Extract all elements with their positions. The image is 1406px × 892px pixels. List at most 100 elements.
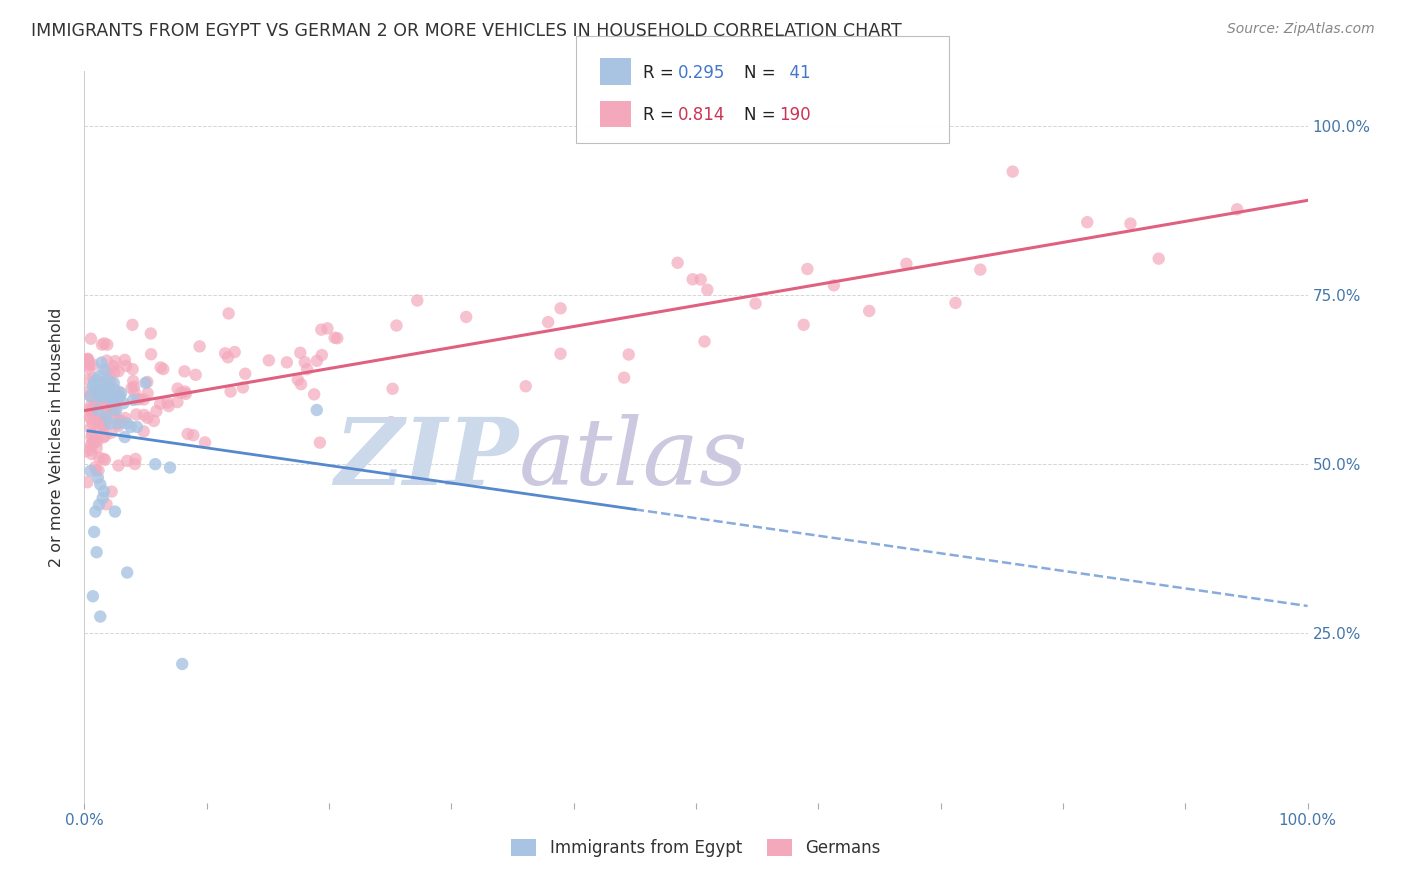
Point <box>108 389 131 403</box>
Point <box>132 425 155 439</box>
Point <box>79 389 101 403</box>
Point <box>79 421 101 435</box>
Point <box>290 377 312 392</box>
Point <box>79 464 101 478</box>
Point <box>152 362 174 376</box>
Point <box>91 418 114 433</box>
Point <box>945 296 967 310</box>
Point <box>122 374 145 388</box>
Point <box>82 403 104 417</box>
Point <box>93 451 115 466</box>
Point <box>83 434 105 449</box>
Point <box>82 379 104 393</box>
Point <box>112 396 135 410</box>
Point <box>96 395 118 409</box>
Point <box>100 402 122 417</box>
Point <box>214 346 236 360</box>
Point <box>194 435 217 450</box>
Point <box>98 377 121 392</box>
Point <box>76 351 98 366</box>
Text: 41: 41 <box>779 63 810 82</box>
Point <box>98 375 121 389</box>
Point <box>550 347 572 361</box>
Point <box>124 384 146 399</box>
Point <box>224 345 246 359</box>
Point <box>104 383 127 397</box>
Point <box>98 370 121 384</box>
Point <box>77 356 100 370</box>
Point <box>101 396 124 410</box>
Point <box>97 395 120 409</box>
Point <box>122 380 145 394</box>
Point <box>896 257 918 271</box>
Point <box>80 406 103 420</box>
Point <box>97 386 120 401</box>
Point <box>93 419 115 434</box>
Point <box>86 434 108 449</box>
Point <box>108 390 131 404</box>
Point <box>174 387 197 401</box>
Point <box>305 354 328 368</box>
Point <box>96 409 118 424</box>
Point <box>125 392 148 407</box>
Point <box>115 566 138 580</box>
Point <box>82 589 104 603</box>
Point <box>77 353 100 368</box>
Point <box>219 384 242 399</box>
Point <box>276 355 298 369</box>
Point <box>232 380 254 394</box>
Point <box>79 359 101 373</box>
Point <box>121 381 143 395</box>
Point <box>689 272 711 286</box>
Point <box>107 458 129 473</box>
Text: 0.814: 0.814 <box>678 106 725 124</box>
Point <box>101 402 124 417</box>
Point <box>380 415 402 429</box>
Text: IMMIGRANTS FROM EGYPT VS GERMAN 2 OR MORE VEHICLES IN HOUSEHOLD CORRELATION CHAR: IMMIGRANTS FROM EGYPT VS GERMAN 2 OR MOR… <box>31 22 901 40</box>
Point <box>121 362 143 376</box>
Point <box>93 417 115 432</box>
Point <box>80 399 103 413</box>
Point <box>114 411 136 425</box>
Point <box>311 323 333 337</box>
Point <box>305 403 328 417</box>
Point <box>1076 215 1098 229</box>
Point <box>796 262 818 277</box>
Point <box>80 427 103 442</box>
Point <box>83 400 105 414</box>
Point <box>381 382 404 396</box>
Point <box>93 362 115 376</box>
Point <box>115 359 138 373</box>
Point <box>79 388 101 402</box>
Point <box>793 318 815 332</box>
Point <box>97 383 120 397</box>
Point <box>323 331 346 345</box>
Point <box>79 402 101 417</box>
Point <box>385 318 408 333</box>
Point <box>84 383 107 397</box>
Point <box>100 425 122 440</box>
Point <box>166 395 188 409</box>
Point <box>94 384 117 399</box>
Point <box>104 395 127 409</box>
Point <box>136 410 159 425</box>
Point <box>294 355 316 369</box>
Point <box>188 339 211 353</box>
Point <box>87 406 110 420</box>
Point <box>172 657 194 671</box>
Point <box>83 524 105 539</box>
Point <box>173 364 195 378</box>
Point <box>316 321 339 335</box>
Point <box>82 417 104 431</box>
Point <box>515 379 537 393</box>
Point <box>97 385 120 400</box>
Point <box>105 411 128 425</box>
Point <box>134 408 156 422</box>
Point <box>94 414 117 428</box>
Text: atlas: atlas <box>519 414 748 504</box>
Point <box>120 420 142 434</box>
Point <box>107 364 129 378</box>
Point <box>1147 252 1170 266</box>
Point <box>744 296 766 310</box>
Point <box>96 377 118 392</box>
